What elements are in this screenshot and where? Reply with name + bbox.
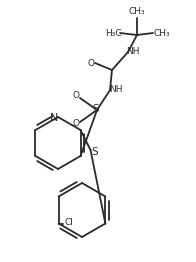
Text: O: O [73,119,80,128]
Text: O: O [73,91,80,101]
Text: H₃C: H₃C [105,29,121,37]
Text: NH: NH [109,85,123,95]
Text: S: S [93,104,99,114]
Text: Cl: Cl [64,218,73,227]
Text: N: N [50,113,58,123]
Text: CH₃: CH₃ [154,29,170,37]
Text: CH₃: CH₃ [129,8,145,17]
Text: O: O [87,58,94,68]
Text: NH: NH [126,47,140,57]
Text: S: S [91,147,98,157]
